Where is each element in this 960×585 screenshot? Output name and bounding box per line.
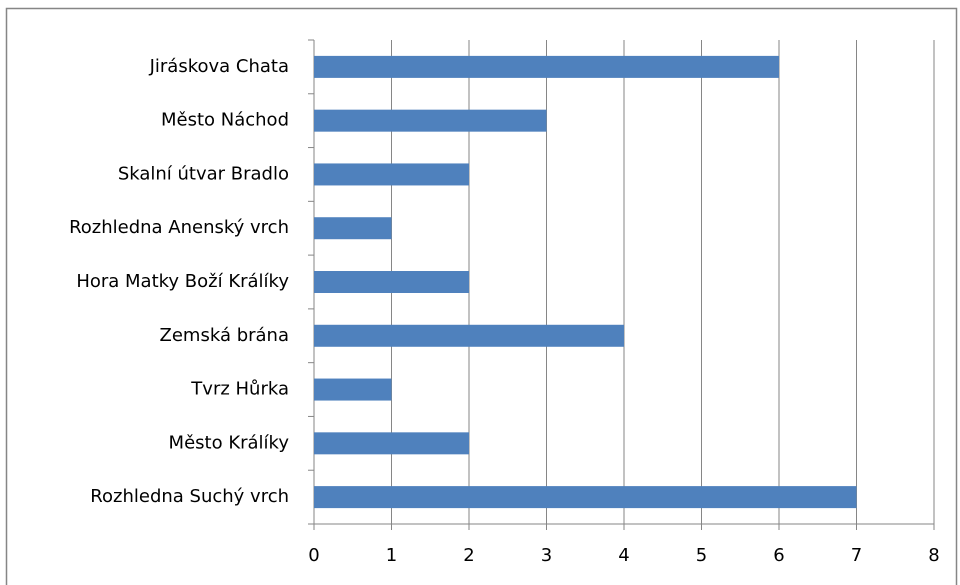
bar bbox=[314, 109, 547, 132]
y-tick-label: Zemská brána bbox=[160, 325, 289, 346]
bar bbox=[314, 432, 469, 455]
y-tick-label: Město Králíky bbox=[169, 432, 290, 453]
y-tick-label: Jiráskova Chata bbox=[149, 56, 289, 77]
x-tick-label: 2 bbox=[463, 545, 474, 566]
y-tick-label: Tvrz Hůrka bbox=[190, 379, 289, 400]
bar bbox=[314, 55, 779, 78]
x-tick-label: 4 bbox=[618, 545, 629, 566]
bar bbox=[314, 271, 469, 293]
bar bbox=[314, 486, 857, 509]
x-tick-label: 3 bbox=[541, 545, 552, 566]
y-tick-label: Město Náchod bbox=[161, 110, 289, 131]
bar bbox=[314, 324, 624, 347]
x-tick-label: 6 bbox=[773, 545, 784, 566]
bar bbox=[314, 163, 469, 186]
x-tick-label: 1 bbox=[386, 545, 397, 566]
x-tick-label: 0 bbox=[308, 545, 319, 566]
y-tick-label: Hora Matky Boží Králíky bbox=[76, 271, 289, 292]
x-tick-label: 7 bbox=[851, 545, 862, 566]
x-tick-label: 5 bbox=[696, 545, 707, 566]
x-tick-label: 8 bbox=[928, 545, 939, 566]
bar bbox=[314, 378, 392, 401]
y-tick-label: Rozhledna Suchý vrch bbox=[90, 486, 289, 507]
y-tick-label: Skalní útvar Bradlo bbox=[118, 163, 289, 184]
bar bbox=[314, 217, 392, 240]
y-tick-label: Rozhledna Anenský vrch bbox=[69, 217, 289, 238]
